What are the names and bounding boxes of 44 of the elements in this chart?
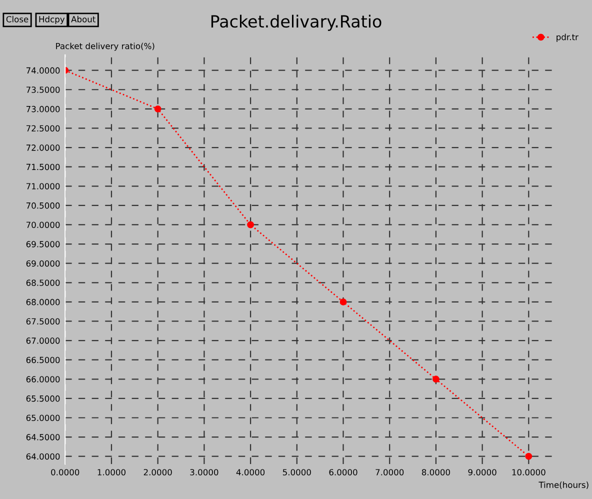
point [340,298,347,306]
point [247,221,254,228]
y-tick-label: 72.0000 [26,144,60,151]
y-tick-label: 65.0000 [26,414,60,422]
x-tick-label: 4.0000 [236,469,265,476]
y-tick-label: 71.5000 [26,164,60,170]
y-tick-label: 70.5000 [26,202,60,209]
y-tick-label: 67.0000 [26,338,60,344]
point [154,105,162,112]
x-tick-label: 2.0000 [144,469,172,476]
y-tick-label: 69.0000 [26,260,60,267]
x-tick-label: 6.0000 [329,469,358,476]
point [432,376,440,383]
y-tick-label: 65.5000 [26,395,60,402]
text: Close [6,16,28,22]
x-tick-label: 9.0000 [468,469,496,476]
y-tick-label: 66.5000 [26,356,60,364]
x-tick-label: 0.0000 [51,469,80,476]
y-tick-label: 72.5000 [26,125,60,132]
y-tick-label: 69.5000 [26,241,60,248]
x-tick-label: 5.0000 [282,469,311,476]
y-tick-label: 64.0000 [26,453,60,460]
x-tick-label: 7.0000 [376,469,404,476]
y-tick-label: 71.0000 [26,183,60,190]
chart-title: Packet.delivary.Ratio [211,14,382,31]
x-tick-label: 8.0000 [422,469,450,476]
x-tick-label: 3.0000 [190,469,218,476]
y-tick-label: 70.0000 [26,222,60,228]
y-tick-label: 74.0000 [26,67,60,74]
y-axis-title: Packet delivery ratio(%) [56,42,154,51]
legend-label: pdr.tr [556,34,578,42]
text: Hdcpy [39,16,65,24]
y-tick-label: 66.0000 [26,376,60,382]
x-axis-title: Time(hours) [538,482,588,489]
y-tick-label: 67.5000 [26,318,60,325]
y-tick-label: 64.5000 [26,434,60,440]
y-tick-label: 73.5000 [26,86,60,93]
y-tick-label: 68.0000 [26,298,60,306]
x-tick-label: 10.0000 [512,469,546,476]
x-tick-label: 1.0000 [98,469,126,476]
y-tick-label: 68.5000 [26,280,60,286]
text: About [71,16,96,22]
point [525,452,532,460]
y-tick-label: 73.0000 [26,106,60,112]
